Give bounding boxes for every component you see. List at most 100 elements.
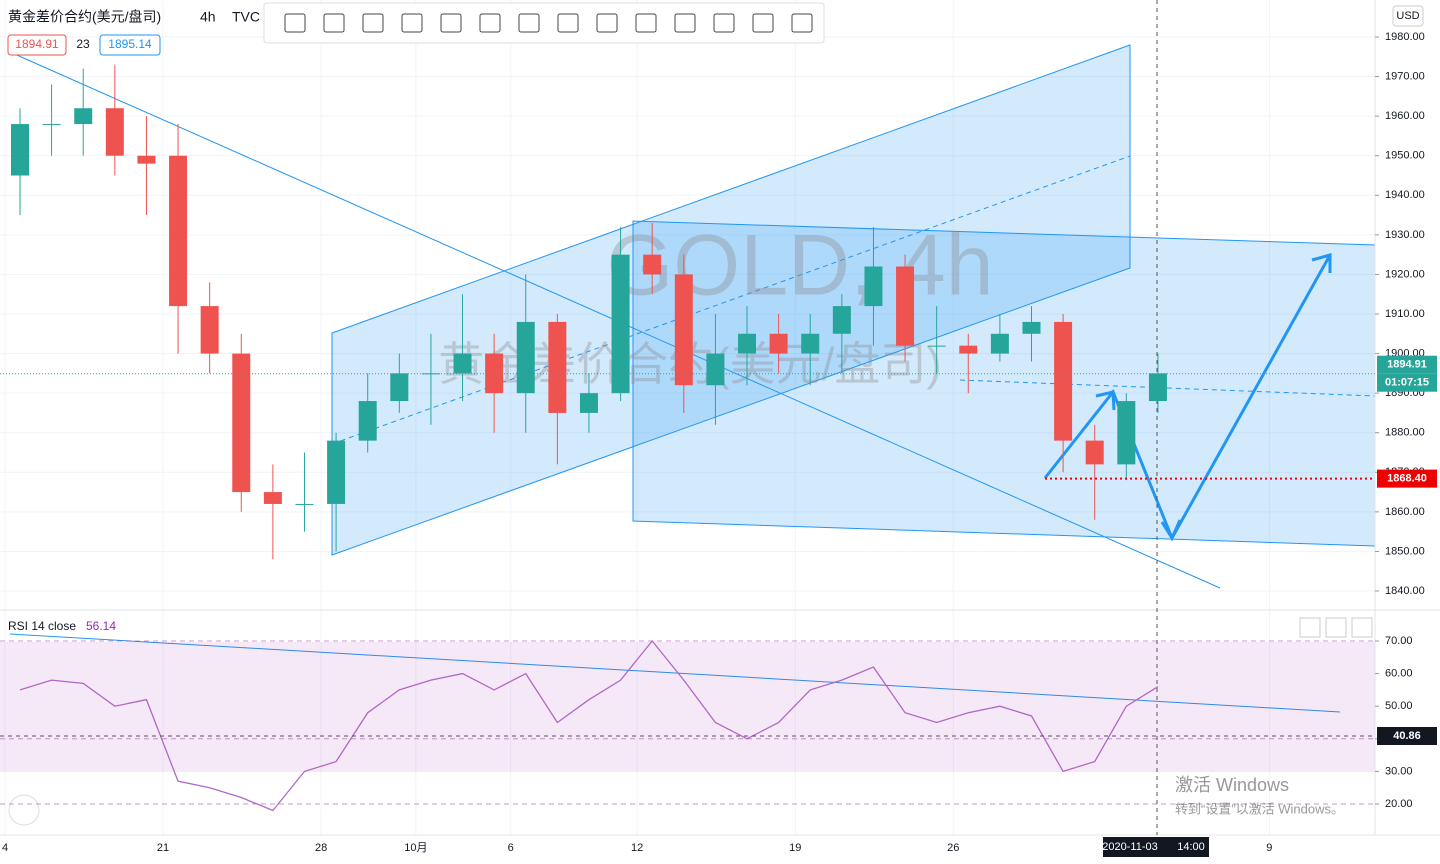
candle-body [1085,440,1104,465]
candle-body [485,353,504,394]
rsi-last: 56.14 [86,619,116,633]
tool-icon[interactable] [479,13,501,33]
logo[interactable] [8,794,40,826]
watermark: GOLD, 4h [606,218,993,314]
candle-body [74,108,93,125]
line-label-box [1377,469,1437,488]
candle-body [801,333,820,354]
candle-body [738,333,757,354]
line-label: 1868.40 [1387,473,1427,485]
pane-close[interactable] [1325,617,1347,638]
tool-icon[interactable] [401,13,423,33]
x-tick-label: 26 [947,842,959,854]
candle-body [516,321,535,394]
windows-title: 激活 Windows [1175,775,1289,795]
candle-body [11,124,29,176]
pane-maximize[interactable] [1351,617,1373,638]
tool-icon[interactable] [635,13,657,33]
candle-body [295,503,314,505]
candle-body [1054,321,1073,441]
source: TVC [232,9,260,25]
rsi-band [0,642,1375,772]
channel-mid [959,379,1376,397]
tool-icon[interactable] [674,13,696,33]
currency-box[interactable] [1392,5,1424,27]
tool-icon[interactable] [596,13,618,33]
ask-box[interactable] [99,34,161,56]
candle-body [1022,321,1041,334]
candle-body [611,254,630,394]
y-tick-label: 1980.00 [1385,31,1425,43]
symbol: 黄金差价合约(美元/盘司) [8,9,161,25]
candle-body [169,155,188,307]
candle-body [896,266,915,346]
last-price-label-box [1377,355,1437,374]
candle-body [105,108,124,156]
candle-body [548,321,567,413]
ask: 1895.14 [108,37,152,51]
windows-sub: 转到“设置”以激活 Windows。 [1175,801,1344,816]
y-tick-label: 30.00 [1385,765,1413,777]
y-tick-label: 1960.00 [1385,110,1425,122]
candle-body [579,393,598,413]
tool-icon[interactable] [518,13,540,33]
x-tick-label: 12 [631,842,643,854]
candle-body [421,373,440,375]
toolbar [263,2,825,44]
y-tick-label: 1950.00 [1385,150,1425,162]
tool-icon[interactable] [791,13,813,33]
y-tick-label: 1910.00 [1385,308,1425,320]
candle-body [643,254,662,275]
tool-icon[interactable] [440,13,462,33]
y-tick-label: 1840.00 [1385,585,1425,597]
arrow-head [1095,253,1332,542]
x-tick-label: 28 [315,842,327,854]
candle-body [1148,373,1167,402]
x-tick-label: 19 [789,842,801,854]
candle-body [1117,401,1136,465]
candle-body [769,333,788,354]
x-tick-label: 6 [508,842,514,854]
candle-body [453,353,472,374]
x-tick-label: 4 [2,842,8,854]
y-tick-label: 1860.00 [1385,506,1425,518]
x-tick-label: 21 [157,842,169,854]
bid-box[interactable] [7,34,67,56]
y-tick-label: 1940.00 [1385,189,1425,201]
candle-body [832,306,851,334]
candle-body [327,440,346,504]
grid [0,0,1375,835]
y-tick-label: 20.00 [1385,798,1413,810]
candle-body [674,274,693,386]
candle-body [990,333,1009,354]
crosshair-label [1103,837,1209,857]
candle-body [232,353,251,493]
rsi-cursor-label: 40.86 [1393,730,1421,742]
pane-up[interactable] [1299,617,1321,638]
candle-body [927,345,946,347]
candle-body [358,401,377,441]
y-tick-label: 1920.00 [1385,268,1425,280]
candle-body [200,306,219,354]
candle-body [42,124,61,126]
tool-icon[interactable] [323,13,345,33]
y-tick-label: 1880.00 [1385,427,1425,439]
y-tick-label: 1970.00 [1385,70,1425,82]
candle-body [959,345,978,354]
y-tick-label: 1930.00 [1385,229,1425,241]
tool-icon[interactable] [362,13,384,33]
tool-icon[interactable] [284,13,306,33]
tool-icon[interactable] [752,13,774,33]
crosshair-time: 14:00 [1177,841,1205,853]
tool-icon[interactable] [557,13,579,33]
interval: 4h [200,9,216,25]
candle-body [864,266,883,307]
y-tick-label: 50.00 [1385,700,1413,712]
rsi-trend-line [9,633,1341,713]
tool-icon[interactable] [713,13,735,33]
y-tick-label: 1850.00 [1385,545,1425,557]
bid: 1894.91 [15,37,59,51]
countdown-label: 01:07:15 [1385,377,1429,389]
